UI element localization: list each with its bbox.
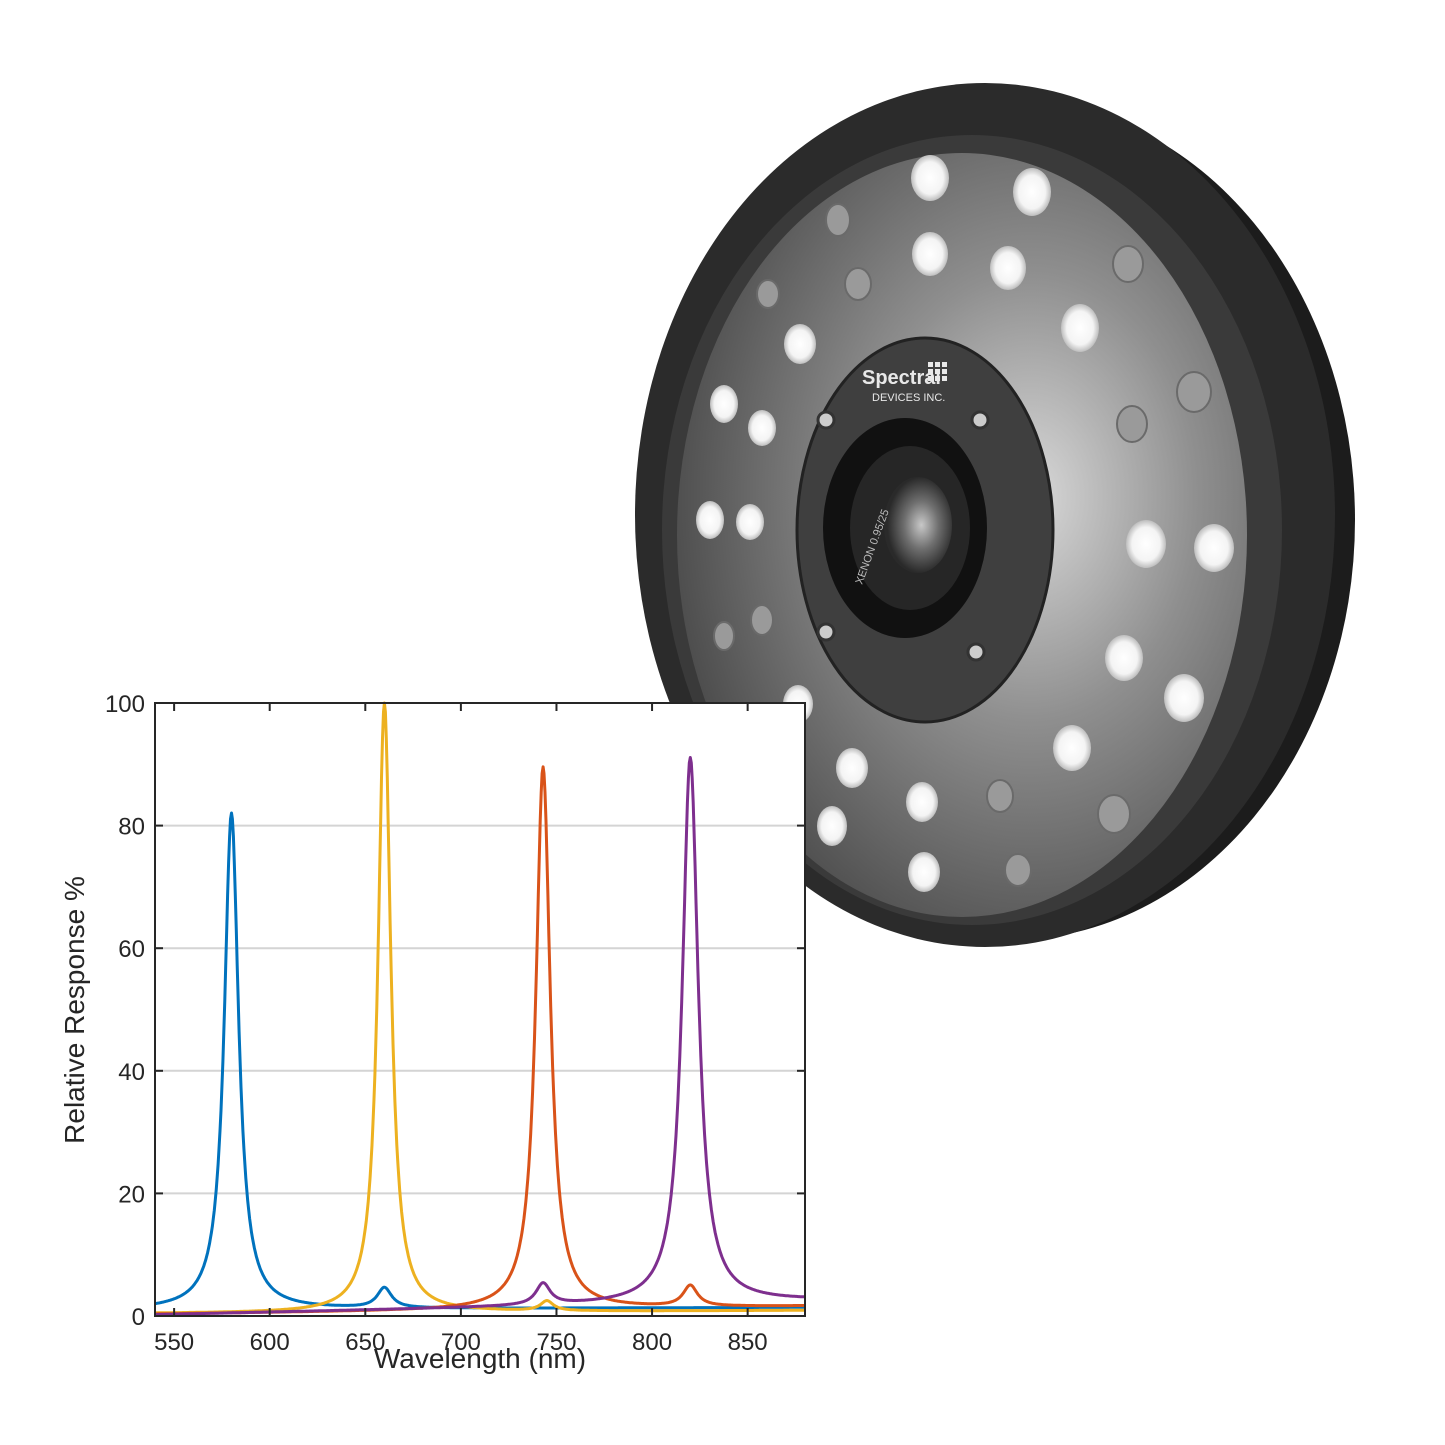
led (906, 782, 938, 822)
led (1105, 635, 1143, 681)
led-dim (825, 203, 851, 237)
led (1126, 520, 1166, 568)
led (1053, 725, 1091, 771)
x-tick-labels: 550 600 650 700 750 800 850 (154, 1329, 768, 1356)
x-tick-label: 650 (345, 1329, 385, 1356)
led (784, 324, 816, 364)
x-tick-label: 750 (536, 1329, 576, 1356)
brand-logo-line1: Spectral (862, 367, 941, 389)
screw-head (970, 410, 990, 430)
led (912, 232, 948, 276)
led-dim (1176, 371, 1212, 413)
led-dim (713, 621, 735, 651)
plot-background (155, 703, 805, 1316)
screw-head (816, 410, 836, 430)
led (1013, 168, 1051, 216)
led-dim (986, 779, 1014, 813)
led-dim (1112, 245, 1144, 283)
y-axis-label: Relative Response % (59, 876, 90, 1144)
brand-logo-grid-icon (928, 362, 947, 381)
y-tick-label: 80 (118, 814, 145, 841)
led-dim (756, 279, 780, 309)
screw-head (966, 642, 986, 662)
led (911, 155, 949, 201)
lens-glass (884, 477, 952, 573)
led (908, 852, 940, 892)
y-tick-label: 0 (132, 1304, 145, 1331)
brand-logo-line2: DEVICES INC. (872, 392, 945, 404)
led (990, 246, 1026, 290)
led-dim (1097, 794, 1131, 834)
series-line-4 (154, 756, 806, 1317)
x-tick-label: 850 (728, 1329, 768, 1356)
y-tick-labels: 0 20 40 60 80 100 (105, 691, 145, 1331)
x-tick-label: 800 (632, 1329, 672, 1356)
y-tick-label: 40 (118, 1059, 145, 1086)
led (817, 806, 847, 846)
led-dim (1116, 405, 1148, 443)
led (1164, 674, 1204, 722)
x-axis-label: Wavelength (nm) (374, 1343, 586, 1374)
screw-head (816, 622, 836, 642)
plot-frame (154, 702, 806, 1317)
y-tick-label: 20 (118, 1181, 145, 1208)
led (748, 410, 776, 446)
led (1061, 304, 1099, 352)
led (1194, 524, 1234, 572)
led (836, 748, 868, 788)
led-array (696, 155, 1234, 892)
y-tick-label: 60 (118, 936, 145, 963)
tick-marks (155, 702, 805, 1317)
y-tick-label: 100 (105, 691, 145, 718)
spectral-response-chart: 550 600 650 700 750 800 850 0 20 40 60 80 100 Wavel… (59, 691, 806, 1374)
led-dim (750, 604, 774, 636)
x-tick-label: 600 (250, 1329, 290, 1356)
led (696, 501, 724, 539)
series-group (154, 701, 806, 1317)
led (710, 385, 738, 423)
x-tick-label: 550 (154, 1329, 194, 1356)
led-dim (1004, 853, 1032, 887)
x-tick-label: 700 (441, 1329, 481, 1356)
led-dim (844, 267, 872, 301)
product-photo: Spectral DEVICES INC. XENON 0.95/25 (635, 83, 1355, 947)
led (736, 504, 764, 540)
